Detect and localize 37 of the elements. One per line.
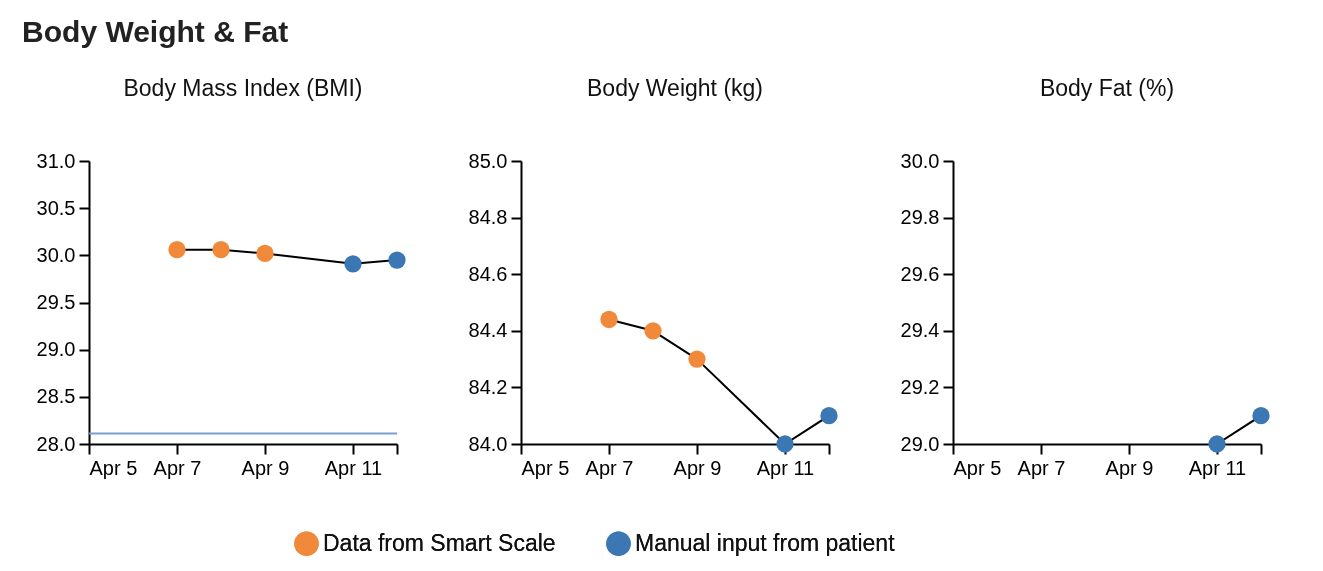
x-tick-label: Apr 7 <box>585 456 634 479</box>
y-tick-label: 84.4 <box>468 319 508 342</box>
y-tick-label: 29.6 <box>900 262 940 285</box>
legend-label: Data from Smart Scale <box>323 529 556 556</box>
x-tick-label: Apr 7 <box>1017 456 1066 479</box>
x-tick-label: Apr 5 <box>89 456 138 479</box>
x-tick-label: Apr 7 <box>153 456 202 479</box>
y-tick-label: 85.0 <box>468 149 508 172</box>
legend-label: Manual input from patient <box>635 529 896 556</box>
x-tick-label: Apr 9 <box>1105 456 1154 479</box>
x-tick-label: Apr 11 <box>756 456 815 479</box>
chart-title: Body Weight (kg) <box>587 75 763 101</box>
x-tick-label: Apr 11 <box>1188 456 1247 479</box>
y-tick-label: 84.6 <box>468 262 508 285</box>
y-tick-label: 84.0 <box>468 432 508 455</box>
y-tick-label: 30.0 <box>900 149 940 172</box>
y-tick-label: 29.2 <box>900 375 940 398</box>
y-tick-label: 29.0 <box>900 432 940 455</box>
x-tick-label: Apr 5 <box>953 456 1002 479</box>
text: Body Weight & Fat <box>22 15 289 48</box>
y-tick-label: 29.8 <box>900 206 940 229</box>
chart-title: Body Mass Index (BMI) <box>123 75 363 101</box>
y-tick-label: 31.0 <box>36 149 76 172</box>
y-tick-label: 28.0 <box>36 432 76 455</box>
y-tick-label: 84.8 <box>468 206 508 229</box>
x-tick-label: Apr 9 <box>673 456 722 479</box>
y-tick-label: 84.2 <box>468 375 508 398</box>
y-tick-label: 29.5 <box>36 291 76 313</box>
y-tick-label: 30.5 <box>36 196 76 219</box>
x-tick-label: Apr 9 <box>241 456 290 479</box>
y-tick-label: 30.0 <box>36 243 76 266</box>
x-tick-label: Apr 11 <box>324 456 383 479</box>
chart-title: Body Fat (%) <box>1039 75 1175 101</box>
y-tick-label: 28.5 <box>36 385 76 408</box>
y-tick-label: 29.4 <box>900 319 940 342</box>
x-tick-label: Apr 5 <box>521 456 570 479</box>
y-tick-label: 29.0 <box>36 338 76 361</box>
